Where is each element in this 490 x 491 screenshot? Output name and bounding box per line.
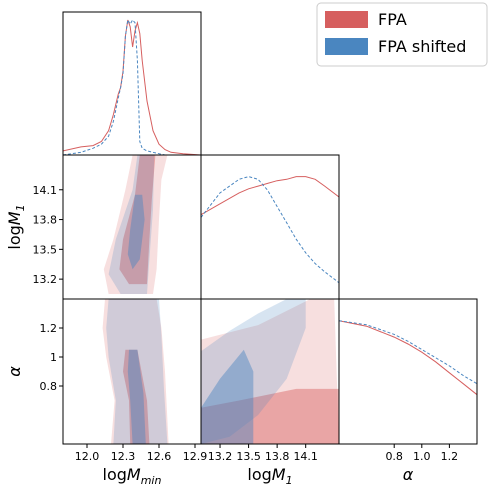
- panel-frame: [200, 154, 340, 300]
- marginal-alpha: [339, 320, 477, 396]
- contour-fpa-inner: [123, 349, 150, 444]
- legend-label-fpa: FPA: [378, 10, 407, 29]
- marginal-line-fpa: [339, 320, 477, 396]
- x-tick-label: 13.8: [265, 450, 290, 463]
- contour-fpa-inner: [119, 155, 156, 285]
- contour-fpa-shifted-inner: [127, 349, 146, 444]
- legend: FPA FPA shifted: [316, 2, 488, 67]
- contour-panel-logM1_vs_logMmin: [103, 155, 168, 294]
- y-tick-label: 13.5: [33, 243, 58, 256]
- marginal-line-fpa-shifted: [201, 176, 339, 284]
- x-axis-label-logm1: logM1: [247, 465, 292, 487]
- x-tick-label: 12.0: [75, 450, 100, 463]
- contour-fpa-shifted-outer: [108, 155, 155, 294]
- y-tick-label: 14.1: [33, 184, 58, 197]
- marginal-line-fpa: [201, 176, 339, 216]
- contour-fpa-shifted-outer: [106, 299, 168, 444]
- legend-swatch-fpa: [325, 11, 368, 28]
- marginal-logM_min: [63, 18, 201, 155]
- y-axis-label-alpha: α: [5, 366, 24, 377]
- x-tick-label: 1.0: [413, 450, 431, 463]
- y-tick-label: 0.8: [40, 380, 58, 393]
- legend-label-fpa-shifted: FPA shifted: [378, 37, 466, 56]
- x-tick-label: 0.8: [385, 450, 403, 463]
- panels-layer: [62, 11, 478, 445]
- contour-fpa-shifted-inner: [127, 194, 145, 270]
- contour-fpa-inner: [201, 388, 339, 444]
- x-tick-label: 14.1: [293, 450, 318, 463]
- x-tick-label: 13.5: [236, 450, 261, 463]
- contour-fpa-shifted-outer: [201, 299, 306, 444]
- x-axis-label-logmmin: logMmin: [103, 465, 162, 487]
- contour-panel-alpha_vs_logM1: [201, 299, 339, 444]
- x-tick-label: 1.2: [441, 450, 459, 463]
- legend-swatch-fpa-shifted: [325, 38, 368, 55]
- x-tick-label: 12.3: [111, 450, 136, 463]
- labels-layer: 12.0 12.3 12.6 12.9 13.2 13.5 13.8 14.1 0.8 1.0 1.…: [5, 184, 458, 487]
- contour-fpa-shifted-inner: [201, 349, 254, 444]
- panel-frame: [338, 298, 478, 445]
- y-tick-label: 13.2: [33, 273, 58, 286]
- contour-panel-alpha_vs_logMmin: [102, 299, 169, 444]
- x-tick-label: 12.6: [147, 450, 172, 463]
- y-tick-label: 1: [50, 351, 57, 364]
- panel-frame: [62, 11, 202, 156]
- x-axis-label-alpha: α: [403, 465, 414, 484]
- x-tick-label: 13.2: [208, 450, 233, 463]
- y-tick-label: 13.8: [33, 214, 58, 227]
- contour-fpa-outer: [201, 299, 339, 444]
- marginal-line-fpa-shifted: [63, 18, 201, 155]
- y-axis-label-logm1: logM1: [5, 204, 27, 249]
- contour-fpa-outer: [102, 299, 169, 444]
- marginal-logM_1: [201, 176, 339, 284]
- x-tick-label: 12.9: [183, 450, 208, 463]
- contour-fpa-outer: [103, 155, 168, 294]
- marginal-line-fpa-shifted: [339, 320, 477, 385]
- y-tick-label: 1.2: [40, 322, 58, 335]
- marginal-line-fpa: [63, 19, 201, 155]
